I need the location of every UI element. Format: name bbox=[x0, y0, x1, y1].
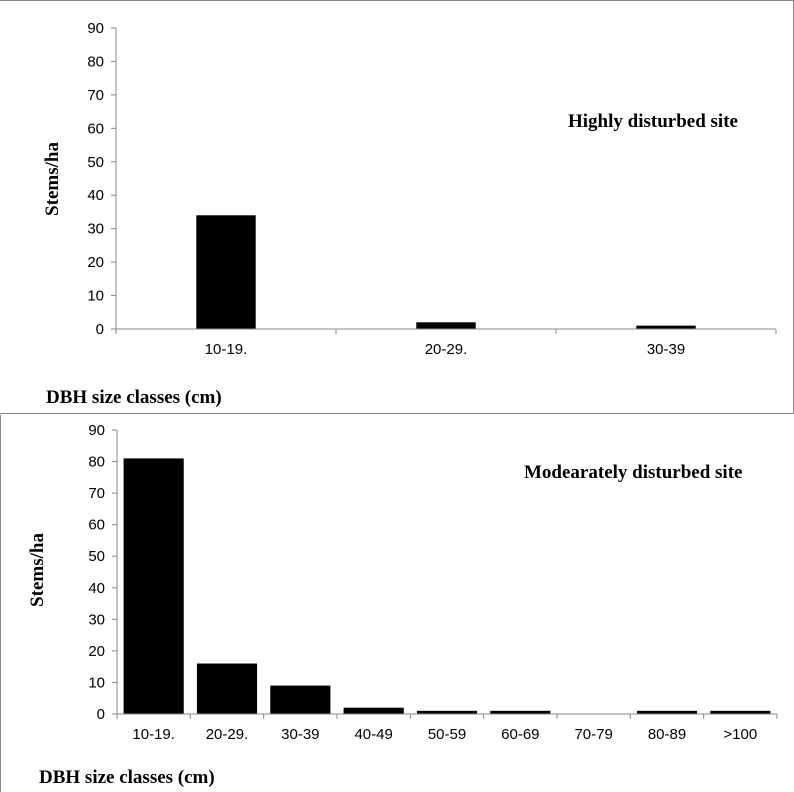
x-tick-label: 80-89 bbox=[648, 726, 686, 743]
y-tick-label: 20 bbox=[87, 254, 104, 271]
y-tick-label: 80 bbox=[88, 454, 105, 471]
x-axis-title: DBH size classes (cm) bbox=[46, 387, 222, 408]
x-tick-label: 40-49 bbox=[354, 726, 392, 743]
y-tick-label: 50 bbox=[87, 154, 104, 171]
y-tick-label: 90 bbox=[87, 20, 104, 37]
y-tick-label: 40 bbox=[87, 187, 104, 204]
bar-80-89 bbox=[636, 710, 698, 714]
x-tick-label: 60-69 bbox=[501, 726, 539, 743]
bar-30-39 bbox=[636, 325, 696, 329]
x-tick-label: 20-29. bbox=[425, 341, 468, 358]
chart-svg-highly-disturbed: 0 10 20 30 40 50 60 70 80 90 10-19. 20-29. 30-39 St… bbox=[42, 20, 777, 408]
x-tick-label: 30-39 bbox=[281, 726, 319, 743]
bar-10-19. bbox=[196, 215, 256, 329]
bar-20-29. bbox=[196, 663, 258, 714]
x-tick-label: 20-29. bbox=[206, 726, 249, 743]
x-tick-label: 70-79 bbox=[574, 726, 612, 743]
y-axis-title: Stems/ha bbox=[42, 142, 63, 216]
chart-annotation: Modearately disturbed site bbox=[524, 462, 742, 483]
y-axis-title: Stems/ha bbox=[27, 533, 48, 607]
bar-10-19. bbox=[123, 458, 184, 714]
y-tick-label: 0 bbox=[97, 706, 105, 723]
x-tick-label: 30-39 bbox=[647, 341, 685, 358]
y-tick-label: 60 bbox=[88, 517, 105, 534]
y-tick-label: 0 bbox=[96, 321, 104, 338]
y-tick-label: 30 bbox=[87, 221, 104, 238]
y-tick-label: 20 bbox=[88, 643, 105, 660]
y-tick-label: 10 bbox=[88, 674, 105, 691]
y-tick-label: 70 bbox=[87, 87, 104, 104]
y-tick-label: 50 bbox=[88, 548, 105, 565]
chart-annotation: Highly disturbed site bbox=[568, 111, 738, 132]
bar-40-49 bbox=[343, 707, 404, 714]
chart-panel-moderately-disturbed: 0 10 20 30 40 50 60 70 80 90 10-19. 20-29. 30-39 40-… bbox=[0, 415, 794, 792]
y-tick-label: 60 bbox=[87, 120, 104, 137]
bar-60-69 bbox=[490, 710, 551, 714]
chart-panel-highly-disturbed: 0 10 20 30 40 50 60 70 80 90 10-19. 20-29. 30-39 St… bbox=[0, 0, 794, 414]
x-tick-label: 50-59 bbox=[428, 726, 466, 743]
bar-50-59 bbox=[416, 710, 478, 714]
x-axis-title: DBH size classes (cm) bbox=[39, 767, 215, 788]
x-tick-label: >100 bbox=[723, 726, 757, 743]
y-tick-label: 10 bbox=[87, 288, 104, 305]
bar->100 bbox=[710, 710, 771, 714]
y-tick-label: 30 bbox=[88, 611, 105, 628]
chart-svg-moderately-disturbed: 0 10 20 30 40 50 60 70 80 90 10-19. 20-29. 30-39 40-… bbox=[27, 422, 778, 788]
x-tick-label: 10-19. bbox=[132, 726, 175, 743]
bar-20-29. bbox=[416, 322, 476, 329]
bar-30-39 bbox=[270, 685, 331, 714]
y-tick-label: 70 bbox=[88, 485, 105, 502]
y-tick-label: 40 bbox=[88, 580, 105, 597]
x-tick-label: 10-19. bbox=[205, 341, 248, 358]
y-tick-label: 80 bbox=[87, 53, 104, 70]
y-tick-label: 90 bbox=[88, 422, 105, 439]
